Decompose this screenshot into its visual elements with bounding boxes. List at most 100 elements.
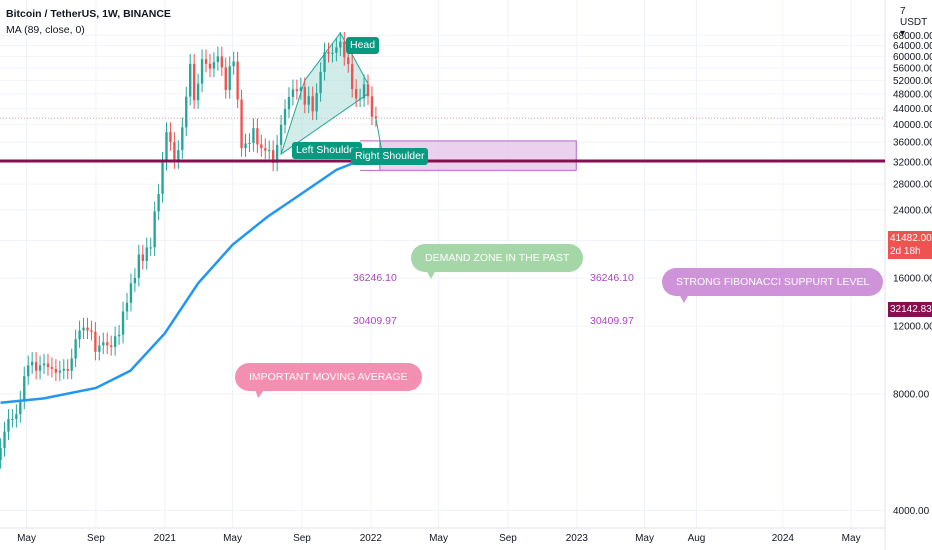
candle-body	[256, 128, 259, 145]
time-tick-label: Aug	[688, 533, 706, 544]
price-tick-label: 24000.00	[893, 205, 932, 216]
candle-body	[185, 96, 188, 128]
candle-body	[307, 96, 310, 105]
left-shoulder-label[interactable]: Left Shoulder	[292, 142, 363, 159]
candle-body	[303, 87, 306, 105]
candle-body	[204, 59, 208, 64]
fibonacci-support-callout[interactable]: STRONG FIBONACCI SUPPURT LEVEL	[662, 268, 884, 296]
candle-body	[228, 66, 231, 91]
candle-body	[200, 59, 204, 84]
candle-body	[295, 89, 299, 92]
candle-body	[86, 327, 89, 331]
candle-body	[315, 93, 318, 112]
candle-body	[94, 331, 97, 352]
candle-body	[173, 142, 176, 161]
candle-body	[157, 194, 160, 212]
zone-bottom-right-label: 30409.97	[590, 315, 634, 327]
price-tick-label: 12000.00	[893, 322, 932, 333]
candle-body	[106, 342, 109, 346]
candle-countdown: 2d 18h	[890, 246, 921, 257]
candle-body	[236, 61, 239, 100]
candle-body	[216, 56, 220, 63]
candle-body	[362, 84, 366, 99]
candle-body	[323, 52, 326, 72]
candle-body	[129, 283, 133, 303]
price-tick-label: 68000.00	[893, 31, 932, 42]
candle-body	[327, 52, 330, 54]
candle-body	[110, 345, 113, 347]
time-tick-label: May	[17, 533, 36, 544]
price-tick-label: 52000.00	[893, 76, 932, 87]
demand-zone-callout[interactable]: DEMAND ZONE IN THE PAST	[411, 244, 584, 272]
candle-body	[58, 370, 62, 373]
candle-body	[291, 89, 295, 97]
candle-body	[319, 71, 322, 94]
moving-average-line	[0, 152, 377, 404]
candle-body	[3, 431, 6, 449]
candle-body	[366, 84, 370, 97]
candle-body	[153, 211, 156, 248]
price-tick-label: 64000.00	[893, 41, 932, 52]
price-tick-label: 28000.00	[893, 180, 932, 191]
candle-body	[196, 83, 200, 101]
candle-body	[244, 143, 247, 149]
candle-body	[11, 418, 14, 420]
candle-body	[331, 52, 334, 54]
candle-body	[149, 247, 152, 249]
candle-body	[212, 62, 216, 69]
candle-body	[30, 361, 34, 366]
candle-body	[275, 144, 279, 163]
time-tick-label: Sep	[499, 533, 517, 544]
candle-body	[82, 327, 85, 331]
candle-body	[260, 144, 263, 149]
candle-body	[248, 142, 251, 144]
time-tick-label: Sep	[87, 533, 105, 544]
price-tick-label: 8000.00	[893, 390, 930, 401]
candle-body	[34, 361, 38, 371]
time-tick-label: 2022	[360, 533, 383, 544]
price-tick-label: 36000.00	[893, 138, 932, 149]
candle-body	[311, 96, 314, 112]
price-tick-label: 60000.00	[893, 52, 932, 63]
price-tick-label: 4000.00	[893, 506, 930, 517]
price-tick-label: 32000.00	[893, 157, 932, 168]
candle-body	[374, 116, 378, 119]
currency-selector[interactable]: 7 USDT ▾	[900, 6, 928, 39]
candle-body	[240, 99, 243, 149]
candle-body	[117, 334, 121, 337]
candle-body	[74, 339, 77, 359]
head-label[interactable]: Head	[346, 37, 380, 54]
candle-body	[264, 148, 267, 151]
candle-body	[38, 365, 42, 371]
fib-callout-tail	[679, 294, 689, 303]
candle-body	[165, 132, 168, 162]
ma-callout-tail	[255, 389, 265, 398]
time-tick-label: 2023	[566, 533, 589, 544]
candle-body	[192, 63, 196, 101]
candle-body	[299, 87, 303, 92]
candle-body	[125, 302, 129, 312]
right-shoulder-label[interactable]: Right Shoulder	[351, 148, 429, 165]
candle-body	[98, 345, 101, 352]
candle-body	[23, 376, 26, 401]
moving-average-callout[interactable]: IMPORTANT MOVING AVERAGE	[235, 363, 422, 391]
candle-body	[339, 41, 342, 48]
candle-body	[169, 132, 172, 143]
symbol-title: Bitcoin / TetherUS, 1W, BINANCE	[6, 8, 171, 20]
candle-body	[161, 161, 164, 195]
candle-body	[70, 358, 73, 371]
price-tick-label: 48000.00	[893, 89, 932, 100]
price-tick-label: 44000.00	[893, 104, 932, 115]
time-tick-label: Sep	[293, 533, 311, 544]
zone-top-left-label: 36246.10	[353, 272, 397, 284]
candle-body	[42, 363, 46, 366]
candle-body	[7, 418, 10, 432]
candle-body	[145, 247, 148, 262]
candle-body	[113, 336, 117, 347]
candle-body	[343, 41, 346, 58]
candle-body	[78, 330, 81, 340]
time-tick-label: 2021	[154, 533, 177, 544]
candle-body	[252, 128, 255, 143]
